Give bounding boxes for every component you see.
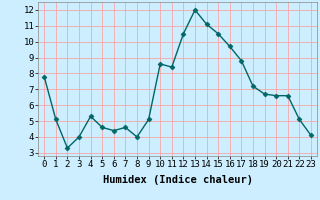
X-axis label: Humidex (Indice chaleur): Humidex (Indice chaleur) (103, 175, 252, 185)
